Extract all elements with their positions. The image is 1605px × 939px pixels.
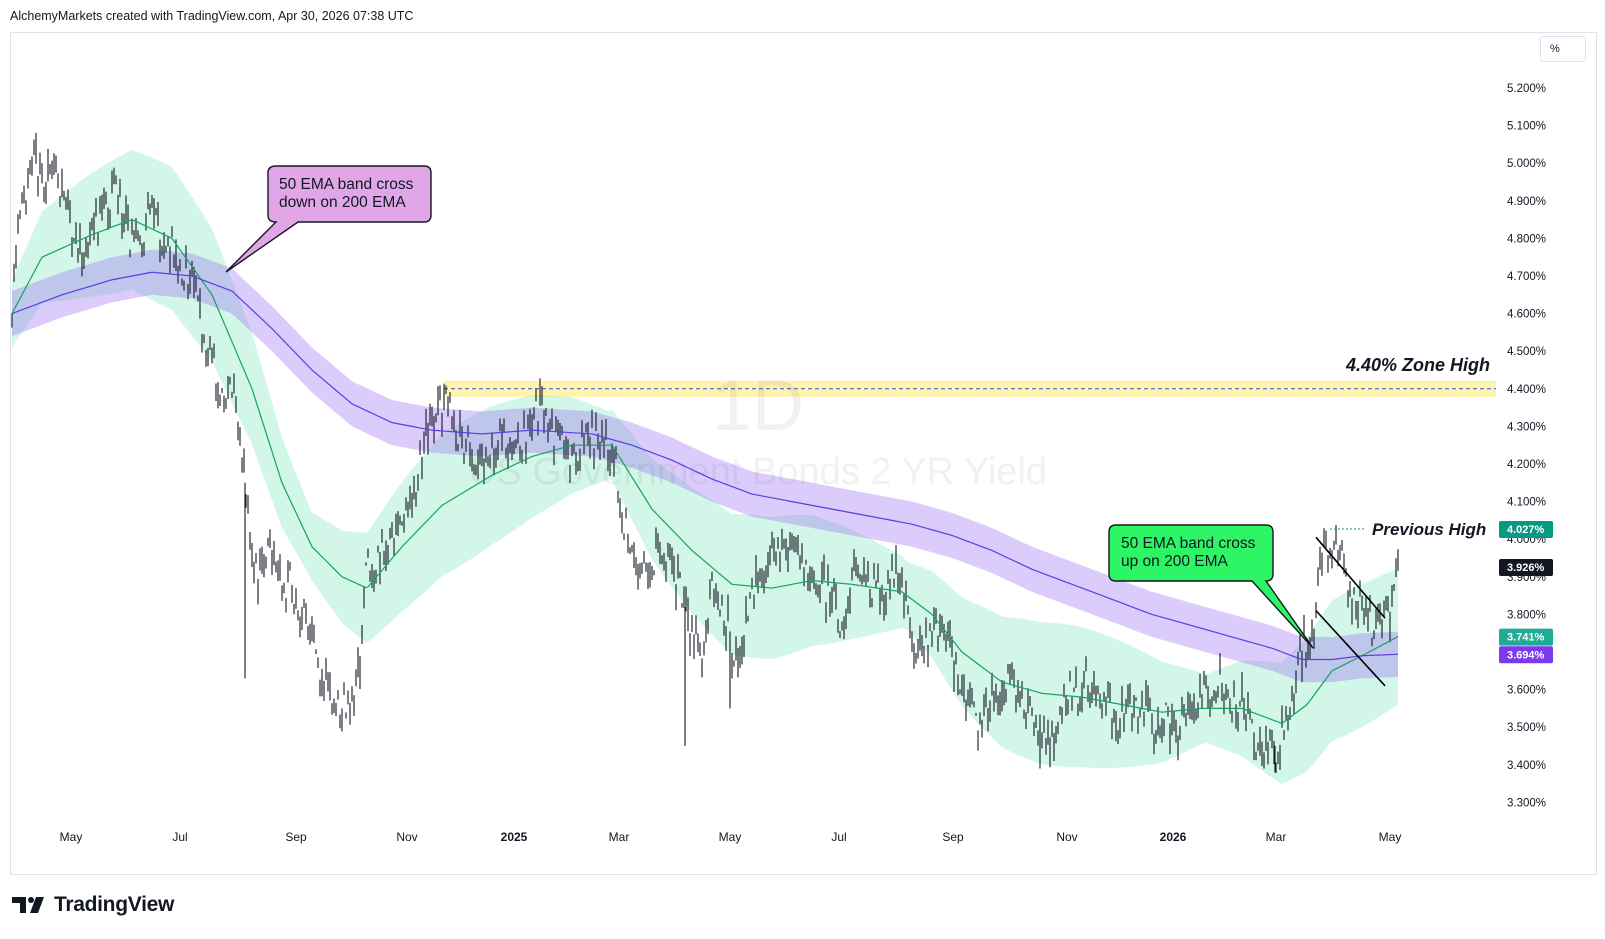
- price-label-text: 3.926%: [1507, 562, 1545, 574]
- x-tick-label: Mar: [1266, 830, 1287, 844]
- ema-lines: [11, 218, 1399, 725]
- channel-lower: [1315, 610, 1386, 687]
- fast-ema-line: [11, 218, 1399, 725]
- slow-ema-band: [12, 249, 1398, 683]
- y-tick-label: 3.800%: [1507, 609, 1546, 621]
- annotation-text-down: down on 200 EMA: [279, 194, 406, 211]
- price-label-box: [1499, 559, 1553, 577]
- x-tick-label: May: [1379, 830, 1402, 844]
- annotation-text-up: 50 EMA band cross: [1121, 535, 1256, 552]
- x-tick-label: 2026: [1160, 830, 1187, 844]
- y-tick-label: 5.100%: [1507, 121, 1546, 133]
- ema-bands: [12, 149, 1398, 784]
- slow-ema-line: [11, 271, 1399, 661]
- channel-upper: [1315, 536, 1386, 619]
- price-label-text: 3.741%: [1507, 632, 1545, 644]
- y-tick-label: 4.700%: [1507, 271, 1546, 283]
- x-tick-label: 2025: [501, 830, 528, 844]
- y-tick-label: 3.300%: [1507, 797, 1546, 809]
- watermark-symbol: US Government Bonds 2 YR Yield: [469, 451, 1047, 493]
- y-tick-label: 4.600%: [1507, 309, 1546, 321]
- watermark-interval: 1D: [712, 366, 804, 446]
- x-tick-label: Sep: [942, 830, 964, 844]
- y-tick-label: 3.500%: [1507, 722, 1546, 734]
- x-tick-label: Nov: [396, 830, 417, 844]
- price-label-box: [1499, 628, 1553, 646]
- price-label-box: [1499, 646, 1553, 664]
- tradingview-logo: TradingView: [12, 893, 174, 917]
- y-axis: 5.200% 5.100% 5.000% 4.900% 4.800% 4.700% 4.60…: [1507, 83, 1546, 809]
- zone-layer: 4.40% Zone High: [444, 355, 1496, 397]
- x-axis: May Jul Sep Nov 2025 Mar May Jul Sep Nov 2026 Mar Ma…: [60, 830, 1402, 844]
- x-tick-label: Jul: [172, 830, 187, 844]
- y-tick-label: 4.300%: [1507, 421, 1546, 433]
- annotation-callout-up: [1108, 524, 1314, 649]
- y-tick-label: 5.000%: [1507, 158, 1546, 170]
- x-tick-label: Jul: [831, 830, 846, 844]
- y-tick-label: 5.200%: [1507, 83, 1546, 95]
- x-tick-label: May: [60, 830, 83, 844]
- y-tick-label: 4.400%: [1507, 384, 1546, 396]
- annotation-text-down: 50 EMA band cross: [279, 176, 414, 193]
- price-labels: 4.027% 3.926% 3.741% 3.694%: [1499, 521, 1553, 664]
- flag-channel: Previous High: [1315, 520, 1486, 687]
- y-tick-label: 4.900%: [1507, 196, 1546, 208]
- y-tick-label: 3.600%: [1507, 685, 1546, 697]
- tradingview-logo-text: TradingView: [54, 893, 175, 916]
- y-tick-label: 3.400%: [1507, 760, 1546, 772]
- annotation-text-up: up on 200 EMA: [1121, 553, 1229, 570]
- y-tick-label: 4.800%: [1507, 233, 1546, 245]
- tradingview-logo-icon: [12, 897, 44, 913]
- unit-label[interactable]: %: [1540, 36, 1586, 62]
- y-tick-label: 4.100%: [1507, 497, 1546, 509]
- y-tick-label: 4.500%: [1507, 346, 1546, 358]
- previous-high-label: Previous High: [1372, 520, 1486, 539]
- fast-ema-band: [12, 149, 1398, 784]
- annotation-callout-down: [225, 165, 432, 273]
- x-tick-label: Sep: [285, 830, 307, 844]
- price-label-text: 4.027%: [1507, 524, 1545, 536]
- chart-attribution: AlchemyMarkets created with TradingView.…: [10, 9, 414, 23]
- x-tick-label: Nov: [1056, 830, 1077, 844]
- x-tick-label: May: [719, 830, 742, 844]
- zone-high-label: 4.40% Zone High: [1345, 355, 1490, 375]
- chart-frame[interactable]: [10, 32, 1597, 875]
- price-label-box: [1499, 521, 1553, 539]
- x-tick-label: Mar: [609, 830, 630, 844]
- watermark-layer: 1D US Government Bonds 2 YR Yield: [469, 366, 1047, 493]
- price-label-text: 3.694%: [1507, 649, 1545, 661]
- y-tick-label: 4.200%: [1507, 459, 1546, 471]
